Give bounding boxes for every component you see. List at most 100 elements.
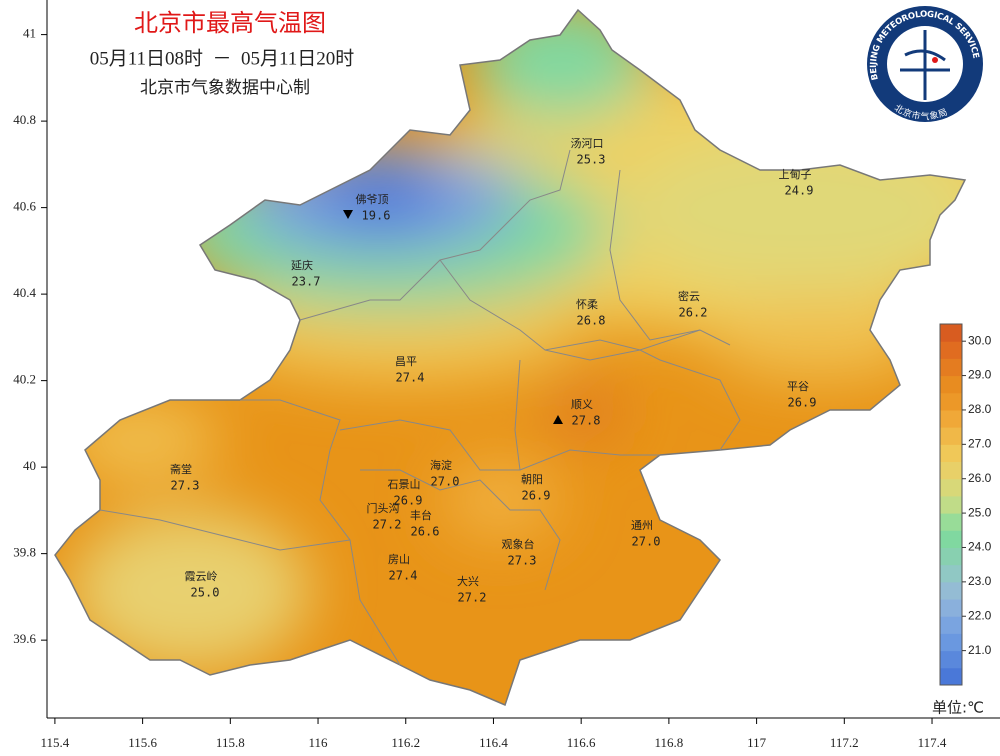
station-value: 26.9 <box>788 396 817 410</box>
station-name: 观象台 <box>502 537 535 551</box>
colorbar-tick-label: 27.0 <box>968 437 992 451</box>
colorbar-segment <box>940 427 962 445</box>
station-value: 26.9 <box>394 494 423 508</box>
x-tick-label: 116.8 <box>654 735 683 750</box>
y-tick-label: 40.6 <box>13 199 36 214</box>
x-tick-label: 116.6 <box>567 735 596 750</box>
x-tick-label: 117.4 <box>918 735 947 750</box>
y-tick-label: 41 <box>23 26 36 41</box>
station-name: 通州 <box>631 519 653 532</box>
x-tick-label: 115.6 <box>128 735 157 750</box>
colorbar-segment <box>940 392 962 411</box>
station-value: 27.2 <box>458 591 487 605</box>
y-tick-label: 40.4 <box>13 285 36 300</box>
colorbar-segment <box>940 633 962 652</box>
colorbar-tick-label: 28.0 <box>968 402 992 416</box>
station-value: 26.9 <box>522 489 551 503</box>
colorbar-segment <box>940 461 962 480</box>
colorbar-segment <box>940 358 962 377</box>
colorbar-tick-label: 30.0 <box>968 333 992 347</box>
station-name: 平谷 <box>787 380 809 393</box>
y-tick-label: 40 <box>23 458 36 473</box>
x-tick-label: 116.2 <box>391 735 420 750</box>
colorbar-segment <box>940 409 962 428</box>
station-name: 丰台 <box>410 508 432 522</box>
colorbar-segment <box>940 444 962 463</box>
station-name: 斋堂 <box>170 462 192 476</box>
colorbar-tick-label: 24.0 <box>968 540 992 554</box>
station-name: 海淀 <box>430 458 452 472</box>
station-name: 房山 <box>388 553 410 566</box>
station-name: 朝阳 <box>521 473 543 486</box>
station-name: 昌平 <box>395 355 417 368</box>
colorbar-segment <box>940 324 962 342</box>
station-value: 27.3 <box>171 479 200 493</box>
producer: 北京市气象数据中心制 <box>140 78 310 98</box>
station-name: 怀柔 <box>576 298 598 311</box>
colorbar-tick-label: 21.0 <box>968 643 992 657</box>
station-name: 佛爷顶 <box>356 192 389 206</box>
station-name: 顺义 <box>571 398 593 411</box>
logo: BEIJING METEOROLOGICAL SERVICE 北京市气象局 <box>867 6 983 122</box>
station-name: 延庆 <box>291 258 313 272</box>
y-tick-label: 40.8 <box>13 112 36 127</box>
station-name: 门头沟 <box>367 501 400 515</box>
station-value: 26.8 <box>577 314 606 328</box>
station-name: 上甸子 <box>779 168 812 181</box>
colorbar-segment <box>940 478 962 497</box>
period: 05月11日08时 － 05月11日20时 <box>90 47 355 69</box>
x-tick-label: 115.4 <box>41 735 70 750</box>
colorbar-segment <box>940 616 962 634</box>
station-value: 26.6 <box>411 525 440 539</box>
station-value: 26.2 <box>679 306 708 320</box>
station-value: 27.3 <box>508 554 537 568</box>
station-name: 霞云岭 <box>185 569 218 583</box>
colorbar-frame <box>939 323 963 686</box>
station-value: 27.0 <box>431 475 460 489</box>
colorbar-segment <box>940 547 962 566</box>
station-value: 27.2 <box>373 518 402 532</box>
colorbar-segment <box>940 564 962 583</box>
colorbar-tick-label: 26.0 <box>968 471 992 485</box>
x-tick-label: 116 <box>309 735 329 750</box>
colorbar-segment <box>940 375 962 394</box>
y-tick-label: 39.8 <box>13 545 36 560</box>
station-name: 石景山 <box>388 478 421 491</box>
colorbar-segment <box>940 341 962 359</box>
station-value: 25.3 <box>577 153 606 167</box>
station-value: 23.7 <box>292 275 321 289</box>
x-tick-label: 115.8 <box>216 735 245 750</box>
colorbar-segment <box>940 667 962 686</box>
station-value: 19.6 <box>362 209 391 223</box>
colorbar-segment <box>940 650 962 669</box>
station-value: 24.9 <box>785 184 814 198</box>
station-value: 27.8 <box>572 414 601 428</box>
y-tick-label: 40.2 <box>13 372 36 387</box>
station-value: 27.4 <box>389 569 418 583</box>
x-tick-label: 117.2 <box>830 735 859 750</box>
station-value: 27.0 <box>632 535 661 549</box>
station-value: 25.0 <box>191 586 220 600</box>
colorbar-segment <box>940 513 962 531</box>
station-name: 密云 <box>678 289 700 303</box>
station-name: 汤河口 <box>571 136 604 150</box>
colorbar-tick-label: 25.0 <box>968 505 992 519</box>
colorbar-tick-label: 29.0 <box>968 368 992 382</box>
colorbar-segment <box>940 599 962 617</box>
colorbar-segment <box>940 495 962 514</box>
colorbar-tick-label: 22.0 <box>968 608 992 622</box>
title: 北京市最高气温图 <box>134 9 326 37</box>
x-tick-label: 117 <box>747 735 767 750</box>
station-value: 27.4 <box>396 371 425 385</box>
x-tick-label: 116.4 <box>479 735 508 750</box>
colorbar-segment <box>940 581 962 600</box>
y-tick-label: 39.6 <box>13 631 36 646</box>
colorbar-segment <box>940 530 962 548</box>
district-borders <box>99 149 741 666</box>
station-name: 大兴 <box>457 574 479 588</box>
min-marker <box>343 210 353 219</box>
colorbar-tick-label: 23.0 <box>968 574 992 588</box>
max-marker <box>553 415 563 424</box>
